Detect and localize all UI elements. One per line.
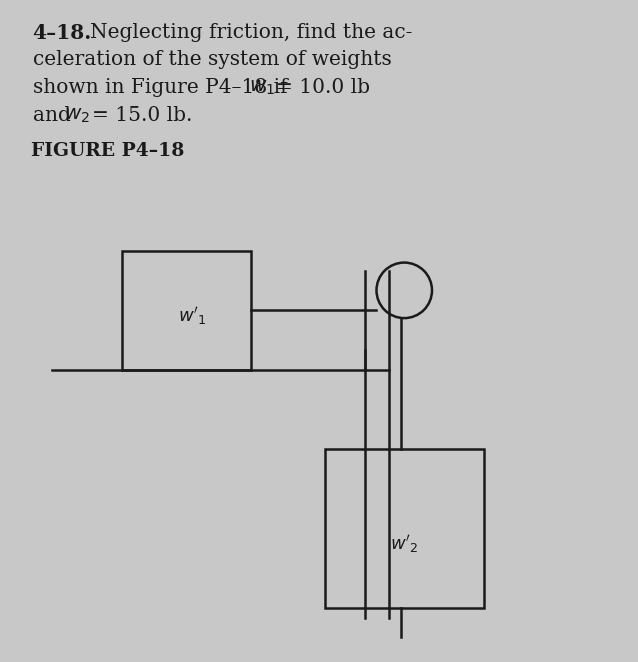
Text: $w'_1$: $w'_1$: [179, 305, 207, 327]
Text: $w_2$: $w_2$: [64, 106, 90, 125]
Text: 4–18.: 4–18.: [33, 23, 92, 42]
Text: FIGURE P4–18: FIGURE P4–18: [31, 142, 184, 160]
Bar: [122, 251, 251, 369]
Text: = 10.0 lb: = 10.0 lb: [276, 78, 371, 97]
Bar: [325, 449, 484, 608]
Text: Neglecting friction, find the ac-: Neglecting friction, find the ac-: [90, 23, 412, 42]
Text: = 15.0 lb.: = 15.0 lb.: [92, 106, 193, 125]
Text: $w'_2$: $w'_2$: [390, 533, 419, 555]
Text: $w_1$: $w_1$: [249, 78, 275, 97]
Text: shown in Figure P4–18 if: shown in Figure P4–18 if: [33, 78, 293, 97]
Text: and: and: [33, 106, 77, 125]
Text: celeration of the system of weights: celeration of the system of weights: [33, 50, 391, 70]
